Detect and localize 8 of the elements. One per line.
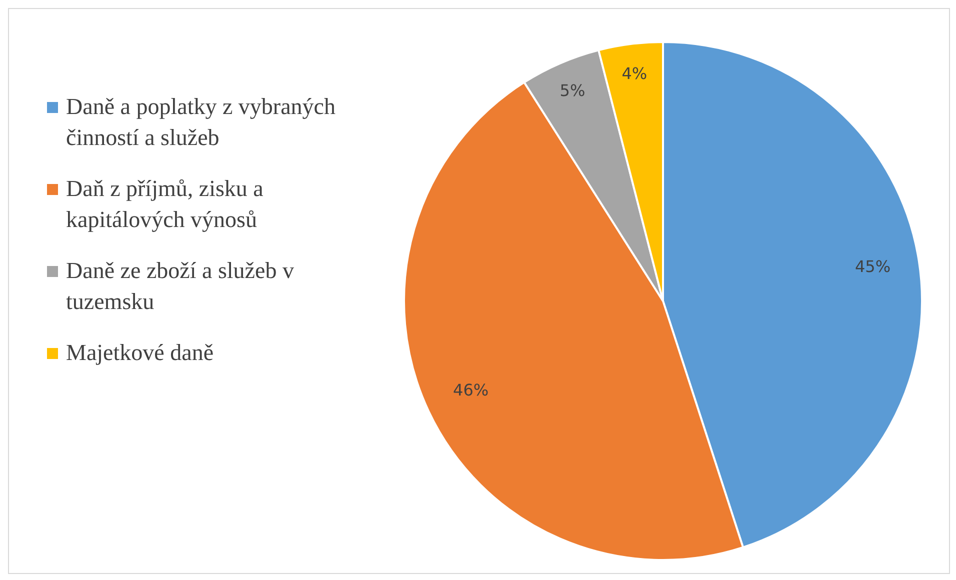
data-label: 5% (560, 80, 586, 100)
legend-label: Majetkové daně (66, 339, 214, 367)
legend-label: Daň z příjmů, zisku a kapitálových výnosů (66, 175, 264, 234)
legend-label: Daně ze zboží a služeb v tuzemsku (66, 257, 295, 316)
data-label: 45% (854, 256, 891, 276)
data-label: 46% (453, 380, 489, 400)
data-label: 4% (622, 64, 648, 84)
legend-label: Daně a poplatky z vybraných činností a služeb (66, 93, 337, 152)
